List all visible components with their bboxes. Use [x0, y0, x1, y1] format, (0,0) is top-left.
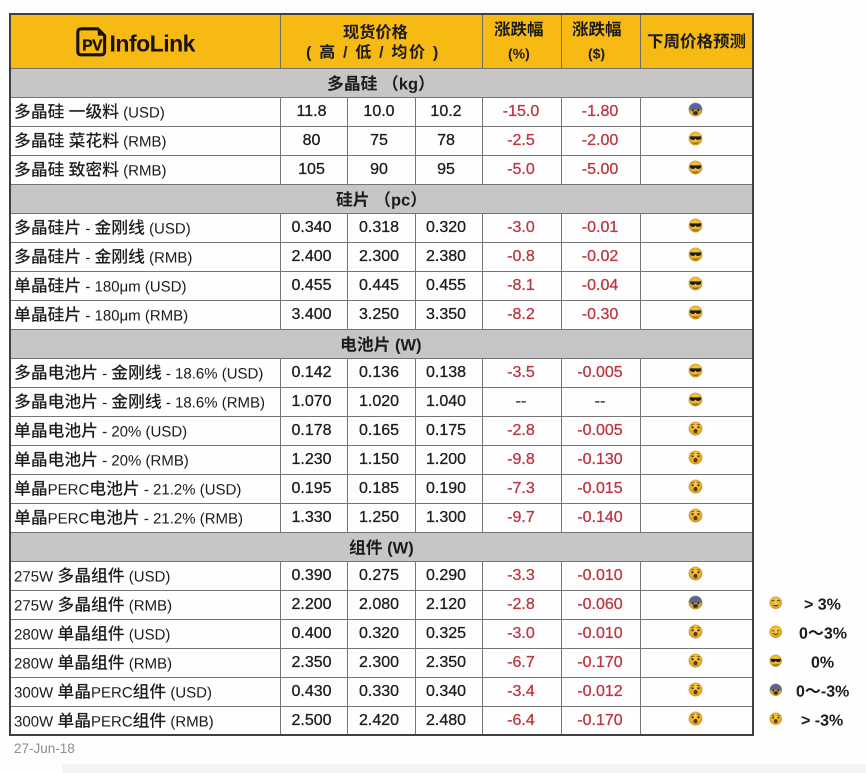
svg-text:InfoLink: InfoLink	[110, 30, 196, 56]
svg-text:PV: PV	[82, 37, 103, 54]
